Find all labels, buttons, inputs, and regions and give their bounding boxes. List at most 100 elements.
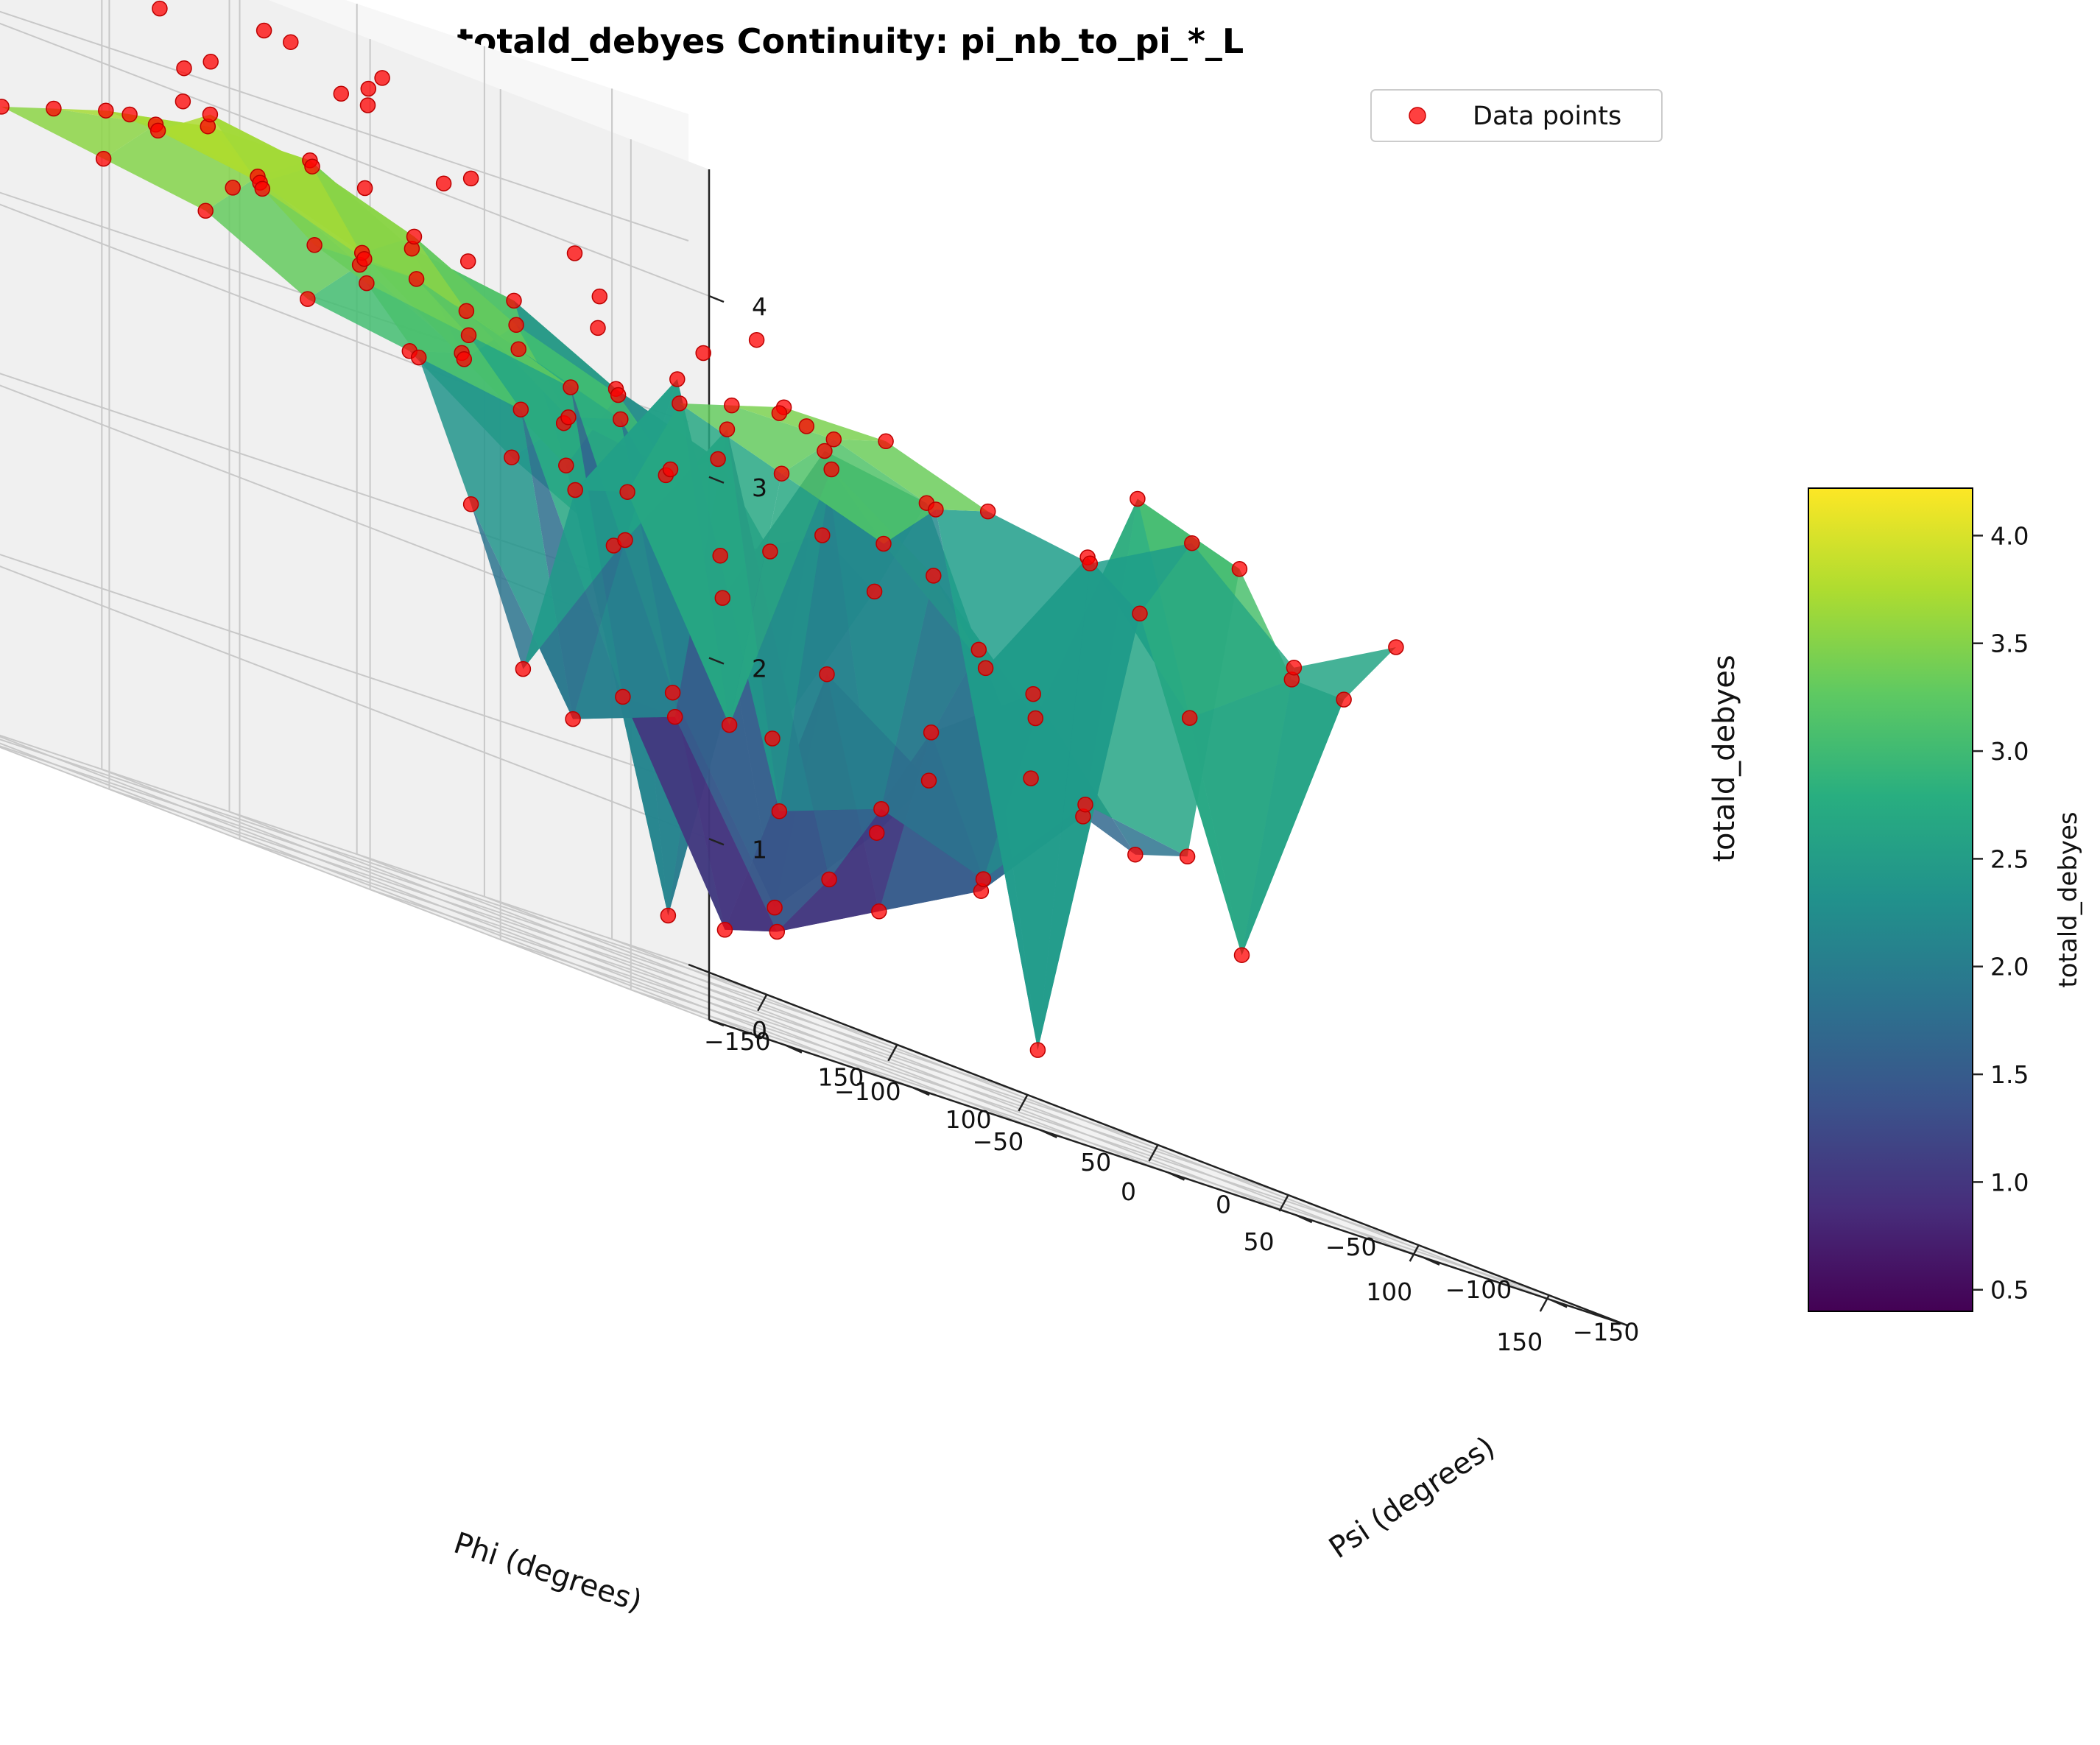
data-point — [176, 60, 192, 77]
data-point — [462, 170, 479, 187]
z-tick-label: 1 — [752, 835, 767, 864]
data-point — [410, 349, 427, 366]
data-point — [1184, 535, 1200, 551]
x-tick-label: −50 — [973, 1127, 1024, 1156]
data-point — [716, 922, 733, 938]
z-tick — [708, 476, 725, 484]
y-axis-label: Psi (degrees) — [1323, 1430, 1501, 1565]
data-point — [814, 527, 831, 543]
data-point — [1077, 796, 1093, 813]
data-point — [1388, 639, 1404, 655]
data-point — [866, 583, 883, 600]
data-point — [197, 202, 214, 219]
data-point — [819, 666, 835, 683]
surface-face — [205, 176, 360, 300]
data-point — [695, 345, 711, 362]
data-point — [175, 93, 191, 110]
data-point — [619, 484, 635, 500]
data-point — [1130, 490, 1146, 507]
y-gridline — [0, 742, 786, 1046]
surface-face — [1140, 543, 1294, 956]
data-point — [617, 532, 633, 549]
data-point — [817, 443, 833, 459]
data-point — [504, 449, 520, 465]
x-gridline — [0, 745, 898, 1046]
data-point — [748, 331, 765, 348]
y-tick-label: 50 — [1080, 1148, 1111, 1177]
data-point — [456, 351, 473, 367]
surface-face — [781, 439, 936, 544]
colorbar-ticks: 0.5 1.0 1.5 2.0 2.5 3.0 3.5 4.0 — [1973, 521, 2029, 1305]
data-point — [823, 461, 839, 478]
data-point — [512, 401, 529, 417]
surface-face — [366, 283, 521, 410]
data-point — [558, 457, 574, 473]
data-point — [1179, 848, 1196, 865]
data-point — [1233, 947, 1250, 963]
data-point — [359, 275, 375, 292]
legend-box — [1370, 89, 1663, 142]
y-tick-label: 0 — [1216, 1191, 1231, 1219]
y-axis-ticks: −150 −100 −50 0 50 100 150 — [785, 1044, 1639, 1346]
data-point — [591, 288, 608, 305]
data-point — [714, 590, 731, 606]
data-point — [821, 871, 837, 888]
data-point — [510, 341, 526, 357]
data-point — [1082, 555, 1099, 572]
surface-mesh — [1, 106, 1396, 1051]
y-tick-label: −50 — [1325, 1233, 1377, 1261]
data-point — [769, 923, 786, 940]
data-point — [300, 291, 316, 307]
data-point — [0, 99, 10, 115]
surface-face — [627, 403, 782, 725]
colorbar-tick-label: 1.0 — [1990, 1168, 2029, 1196]
colorbar-tick-label: 3.5 — [1990, 630, 2029, 658]
data-point — [149, 122, 166, 139]
y-tick — [1295, 1214, 1313, 1224]
data-point — [724, 397, 740, 414]
surface-face — [677, 379, 832, 811]
data-point — [773, 465, 790, 482]
data-point — [435, 175, 452, 191]
legend-label: Data points — [1473, 102, 1621, 131]
surface-face — [679, 403, 834, 474]
x-gridline — [0, 738, 767, 995]
x-tick-label: −150 — [704, 1027, 771, 1056]
data-point — [721, 716, 738, 733]
data-point — [515, 660, 532, 677]
x-axis-label: Phi (degrees) — [450, 1526, 646, 1619]
data-point — [1132, 605, 1148, 622]
data-point — [98, 102, 114, 119]
data-point — [762, 543, 778, 560]
data-point — [563, 379, 579, 395]
y-tick — [1550, 1299, 1568, 1308]
z-gridline — [0, 734, 710, 1020]
data-point — [1336, 691, 1352, 708]
legend-marker — [1409, 107, 1426, 124]
data-point — [868, 825, 885, 841]
data-point — [664, 684, 681, 701]
x-tick — [1278, 1194, 1289, 1212]
data-point — [1023, 770, 1039, 786]
data-point — [920, 772, 937, 789]
surface-face — [471, 504, 625, 719]
data-point — [46, 100, 62, 117]
data-point — [672, 395, 688, 412]
data-point — [1029, 1042, 1046, 1058]
legend: Data points — [1370, 89, 1663, 142]
data-point — [1025, 685, 1041, 702]
x-tick — [1018, 1094, 1029, 1112]
z-gridline — [0, 10, 710, 297]
data-point — [202, 106, 219, 123]
data-point — [256, 22, 272, 39]
data-point — [566, 245, 583, 261]
surface-face — [103, 124, 258, 211]
data-point — [878, 433, 894, 450]
data-point — [560, 409, 577, 426]
z-gridline — [0, 554, 710, 840]
x-tick — [1539, 1294, 1550, 1312]
data-point — [306, 237, 323, 253]
data-point — [610, 387, 627, 403]
colorbar-gradient — [1808, 487, 1973, 1312]
colorbar-tick-label: 2.0 — [1990, 953, 2029, 981]
